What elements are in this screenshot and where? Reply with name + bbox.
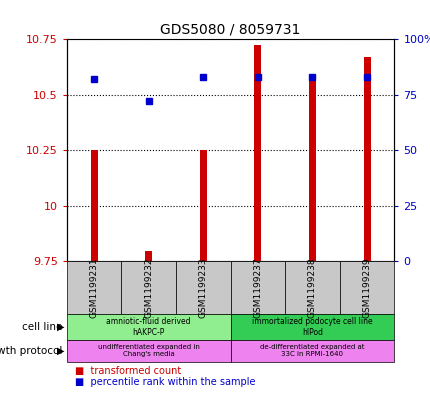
Text: cell line: cell line bbox=[22, 322, 62, 332]
Bar bbox=[308, 78, 315, 261]
Text: ▶: ▶ bbox=[57, 346, 64, 356]
Text: growth protocol: growth protocol bbox=[0, 346, 62, 356]
Text: GSM1199239: GSM1199239 bbox=[362, 257, 371, 318]
Text: ■  transformed count: ■ transformed count bbox=[75, 366, 181, 376]
Text: undifferentiated expanded in
Chang's media: undifferentiated expanded in Chang's med… bbox=[98, 344, 199, 357]
Bar bbox=[145, 252, 152, 261]
Text: GSM1199238: GSM1199238 bbox=[307, 257, 316, 318]
Bar bbox=[362, 57, 370, 261]
Text: GSM1199233: GSM1199233 bbox=[198, 257, 207, 318]
Text: amniotic-fluid derived
hAKPC-P: amniotic-fluid derived hAKPC-P bbox=[106, 318, 190, 337]
Text: GSM1199232: GSM1199232 bbox=[144, 258, 153, 318]
Text: de-differentiated expanded at
33C in RPMI-1640: de-differentiated expanded at 33C in RPM… bbox=[260, 344, 364, 357]
Bar bbox=[254, 45, 261, 261]
Text: GSM1199237: GSM1199237 bbox=[253, 257, 262, 318]
Text: ■  percentile rank within the sample: ■ percentile rank within the sample bbox=[75, 377, 255, 387]
Bar bbox=[199, 150, 206, 261]
Title: GDS5080 / 8059731: GDS5080 / 8059731 bbox=[160, 23, 300, 37]
Text: GSM1199231: GSM1199231 bbox=[89, 257, 98, 318]
Bar bbox=[90, 150, 98, 261]
Text: ▶: ▶ bbox=[57, 322, 64, 332]
Text: immortalized podocyte cell line
hIPod: immortalized podocyte cell line hIPod bbox=[252, 318, 372, 337]
